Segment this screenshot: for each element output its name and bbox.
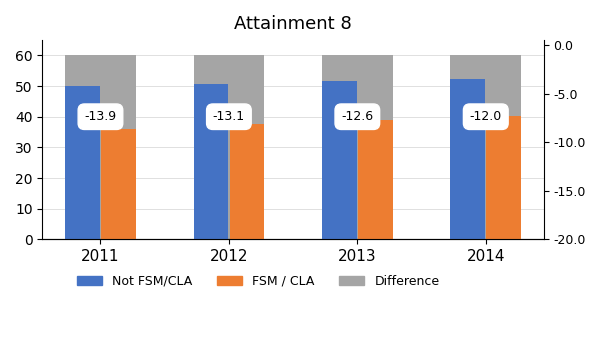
Title: Attainment 8: Attainment 8 — [234, 15, 352, 33]
Bar — [322, 81, 357, 239]
Legend: Not FSM/CLA, FSM / CLA, Difference: Not FSM/CLA, FSM / CLA, Difference — [72, 270, 444, 293]
Text: -12.0: -12.0 — [469, 110, 502, 123]
Text: -13.1: -13.1 — [213, 110, 245, 123]
Bar — [322, 55, 392, 239]
Bar — [101, 129, 136, 239]
Text: -13.9: -13.9 — [84, 110, 117, 123]
Bar — [194, 84, 228, 239]
Bar — [65, 55, 136, 239]
Bar — [230, 124, 264, 239]
Bar — [451, 55, 521, 239]
Bar — [486, 116, 521, 239]
Bar — [194, 55, 264, 239]
Bar — [65, 86, 100, 239]
Bar — [451, 79, 485, 239]
Text: -12.6: -12.6 — [341, 110, 373, 123]
Bar — [358, 120, 392, 239]
